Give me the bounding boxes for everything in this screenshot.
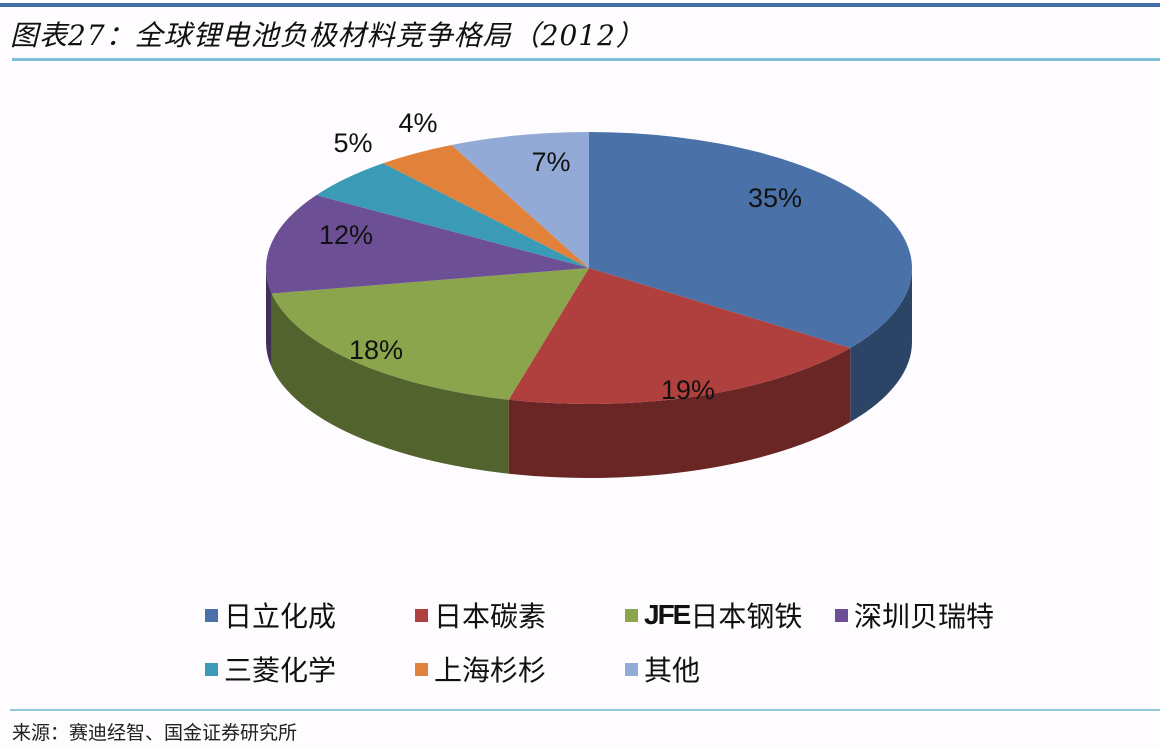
pie-slice-5 <box>383 144 589 268</box>
pie-top-face <box>266 132 912 404</box>
slice-label-2: 18% <box>349 335 403 365</box>
pie-side-1 <box>508 347 851 478</box>
pie-slice-1 <box>508 268 851 404</box>
legend-item-mitsubishi: 三菱化学 <box>205 649 415 689</box>
legend-label: 三菱化学 <box>224 654 337 687</box>
legend-swatch <box>835 608 848 622</box>
title-underline <box>12 58 1160 61</box>
legend-swatch <box>625 608 638 622</box>
legend-item-others: 其他 <box>625 649 835 689</box>
pie-slice-labels: 35% 19% 18% 12% 5% 4% 7% <box>319 108 802 405</box>
slice-label-1: 19% <box>661 375 715 405</box>
legend-label: 深圳贝瑞特 <box>854 600 995 633</box>
pie-side-walls <box>266 268 912 478</box>
source-note: 来源：赛迪经智、国金证券研究所 <box>12 722 298 744</box>
legend-label: 日本碳素 <box>434 600 547 633</box>
slice-label-5: 4% <box>398 108 437 138</box>
slice-label-0: 35% <box>748 183 802 213</box>
legend-item-nippon-carbon: 日本碳素 <box>415 595 625 635</box>
legend-swatch <box>205 662 218 676</box>
chart-title: 图表27：全球锂电池负极材料竞争格局（2012） <box>10 19 645 52</box>
legend-label: 其他 <box>644 654 701 687</box>
footer-rule <box>10 709 1160 711</box>
pie-slice-2 <box>271 268 589 400</box>
slice-label-3: 12% <box>319 220 373 250</box>
legend-item-shanshan: 上海杉杉 <box>415 649 625 689</box>
slice-label-6: 7% <box>531 147 570 177</box>
legend-item-hitachi: 日立化成 <box>205 595 415 635</box>
legend-label: 日立化成 <box>224 600 337 633</box>
legend-item-btr: 深圳贝瑞特 <box>835 595 1045 635</box>
legend-swatch <box>415 662 428 676</box>
legend-swatch <box>205 608 218 622</box>
pie-slice-0 <box>589 132 912 348</box>
pie-slice-6 <box>451 132 589 268</box>
pie-slice-3 <box>266 195 589 294</box>
legend-row-2: 三菱化学 上海杉杉 其他 <box>205 642 1065 696</box>
pie-side-3 <box>266 268 272 368</box>
legend-label: 上海杉杉 <box>434 654 547 687</box>
legend-label-prefix: JFE <box>644 599 691 630</box>
legend-swatch <box>625 662 638 676</box>
pie-side-0 <box>850 268 912 422</box>
legend-label: 日本钢铁 <box>690 600 803 633</box>
top-rule <box>0 3 1160 7</box>
slice-label-4: 5% <box>333 128 372 158</box>
legend: 日立化成 日本碳素 JFE 日本钢铁 深圳贝瑞特 三菱化学 上海杉杉 其他 <box>205 588 1065 696</box>
legend-row-1: 日立化成 日本碳素 JFE 日本钢铁 深圳贝瑞特 <box>205 588 1065 642</box>
pie-side-2 <box>271 293 509 474</box>
legend-item-jfe: JFE 日本钢铁 <box>625 595 835 635</box>
pie-slice-4 <box>316 163 589 268</box>
legend-swatch <box>415 608 428 622</box>
